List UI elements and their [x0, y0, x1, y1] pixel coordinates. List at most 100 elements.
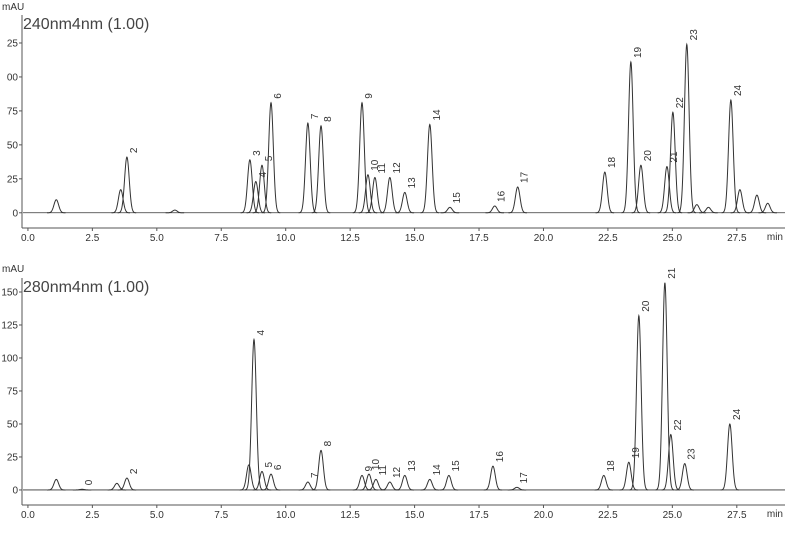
y-tick-label: 25 [7, 38, 19, 49]
peak [483, 465, 503, 491]
peak [165, 209, 185, 214]
chart-title: 280nm4nm (1.00) [23, 279, 149, 296]
x-axis-label: min [767, 509, 783, 520]
peak [240, 159, 260, 214]
x-tick-label: 22.5 [598, 510, 618, 521]
peak [117, 477, 137, 491]
peak-label: 0 [84, 479, 95, 485]
x-tick-label: 7.5 [214, 233, 228, 244]
y-axis-label: mAU [2, 2, 24, 13]
peak [758, 202, 778, 214]
peak [107, 482, 127, 491]
peak [72, 488, 92, 491]
peak [311, 124, 331, 214]
peak [298, 122, 318, 214]
peak-label: 8 [323, 440, 334, 446]
x-tick-label: 25.0 [663, 510, 683, 521]
y-tick-label: 100 [1, 353, 18, 364]
peak-label: 17 [519, 472, 530, 484]
peak-label: 24 [733, 84, 744, 96]
peak [358, 174, 378, 214]
peak [111, 189, 131, 214]
peak-label: 4 [256, 330, 267, 336]
peak [380, 176, 400, 214]
peak-label: 7 [310, 113, 321, 119]
peak [47, 199, 66, 214]
peak-label: 22 [673, 419, 684, 431]
x-tick-label: 5.0 [150, 233, 164, 244]
peak-label: 16 [495, 451, 506, 463]
peak-label: 19 [631, 447, 642, 459]
y-tick-label: 00 [7, 72, 19, 83]
peak [439, 474, 459, 491]
peak [657, 165, 677, 214]
peak [395, 191, 415, 214]
y-tick-label: 50 [7, 419, 19, 430]
peak [621, 60, 641, 214]
peak [485, 205, 505, 214]
peak-label: 20 [643, 150, 654, 162]
peak-label: 7 [310, 472, 321, 478]
peak [352, 474, 372, 491]
peak [311, 449, 331, 491]
peak-label: 18 [607, 156, 618, 168]
x-tick-label: 12.5 [340, 233, 360, 244]
peak [595, 171, 615, 214]
x-tick-label: 12.5 [340, 510, 360, 521]
peak [675, 462, 695, 491]
peak-label: 24 [732, 408, 743, 420]
peak [677, 42, 697, 214]
x-axis-label: min [767, 232, 783, 243]
x-tick-label: 15.0 [405, 510, 425, 521]
y-tick-label: 25 [7, 174, 19, 185]
peak-label: 12 [392, 162, 403, 174]
x-tick-label: 27.5 [727, 233, 747, 244]
y-tick-label: 125 [1, 320, 18, 331]
peak [47, 478, 66, 491]
peak-label: 9 [364, 93, 375, 99]
peak [508, 186, 527, 214]
peak [380, 481, 400, 491]
peak-label: 5 [264, 461, 275, 467]
peak [661, 433, 681, 491]
peak [420, 478, 440, 491]
peak [352, 101, 372, 214]
peak-label: 14 [432, 109, 443, 121]
peak [721, 98, 741, 214]
y-tick-label: 0 [12, 208, 18, 219]
peak-label: 18 [606, 460, 617, 472]
peak-label: 2 [129, 468, 140, 474]
x-tick-label: 5.0 [150, 510, 164, 521]
x-tick-label: 20.0 [534, 510, 554, 521]
peak-label: 14 [432, 464, 443, 476]
peak [655, 282, 675, 491]
x-tick-label: 17.5 [469, 510, 489, 521]
peak-label: 13 [407, 177, 418, 189]
peak-label: 17 [520, 171, 531, 183]
peak [699, 206, 718, 214]
x-tick-label: 2.5 [85, 510, 99, 521]
peak [420, 123, 440, 214]
peak [594, 474, 614, 491]
peak-label: 13 [407, 460, 418, 472]
peak [631, 164, 651, 214]
peak [117, 156, 137, 214]
peak [366, 478, 386, 491]
peak-label: 3 [252, 150, 263, 156]
peak-label: 11 [377, 163, 388, 174]
x-tick-label: 0.0 [21, 510, 35, 521]
peak-label: 22 [675, 97, 686, 109]
peak-label: 23 [689, 29, 700, 41]
y-tick-label: 75 [7, 106, 19, 117]
peak-label: 10 [370, 159, 381, 171]
x-tick-label: 7.5 [214, 510, 228, 521]
peak [619, 461, 639, 491]
y-tick-label: 25 [7, 452, 19, 463]
peak [365, 176, 385, 214]
peak [629, 313, 649, 491]
x-tick-label: 15.0 [405, 233, 425, 244]
peak [663, 111, 683, 214]
y-axis-label: mAU [2, 264, 24, 275]
x-tick-label: 27.5 [727, 510, 747, 521]
